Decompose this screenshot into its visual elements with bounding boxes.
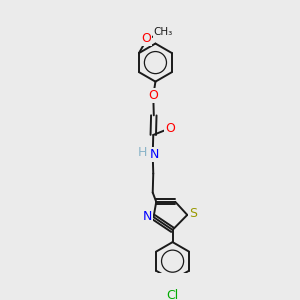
Text: N: N xyxy=(149,148,159,161)
Text: H: H xyxy=(138,146,147,159)
Text: N: N xyxy=(143,209,152,223)
Text: Cl: Cl xyxy=(167,289,179,300)
Text: CH₃: CH₃ xyxy=(154,27,173,38)
Text: O: O xyxy=(148,89,158,102)
Text: O: O xyxy=(165,122,175,135)
Text: S: S xyxy=(189,207,197,220)
Text: O: O xyxy=(141,32,151,45)
